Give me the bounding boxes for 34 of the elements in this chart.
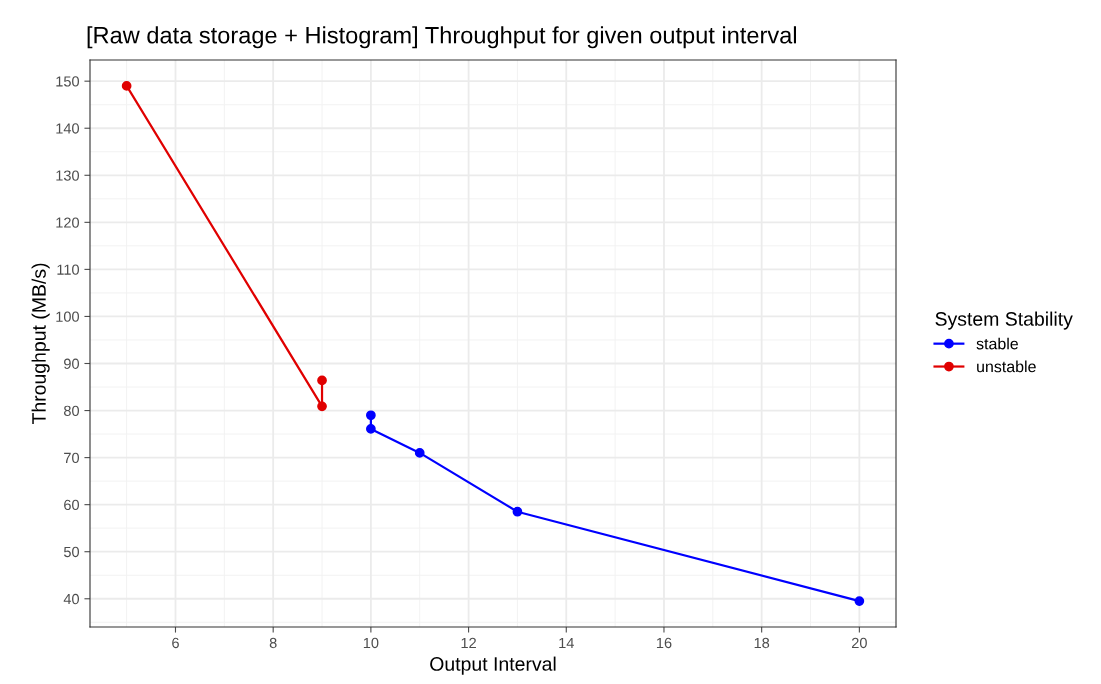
- y-tick-label: 100: [56, 311, 80, 322]
- y-tick-label: 50: [63, 546, 80, 558]
- x-tick-label: 16: [656, 637, 672, 649]
- point: [317, 375, 327, 386]
- x-tick-label: 14: [559, 637, 574, 648]
- y-axis-title: Throughput (MB/s): [31, 263, 50, 425]
- point: [121, 81, 132, 91]
- legend-title: System Stability: [935, 311, 1073, 330]
- y-tick-label: 60: [64, 499, 80, 511]
- y-tick-label: 110: [57, 264, 80, 275]
- y-tick-label: 150: [56, 76, 80, 87]
- x-tick-label: 20: [851, 637, 867, 649]
- x-tick-label: 6: [172, 637, 179, 649]
- chart-title: [Raw data storage + Histogram] Throughput for given output interval: [87, 26, 796, 49]
- y-tick-label: 40: [63, 593, 80, 605]
- x-tick-label: 18: [754, 637, 770, 649]
- y-tick-label: 70: [64, 452, 80, 464]
- y-tick-label: 90: [64, 358, 80, 369]
- legend-label: stable: [976, 337, 1018, 350]
- y-tick-label: 80: [64, 405, 80, 416]
- point: [366, 410, 376, 421]
- point: [317, 401, 327, 412]
- point: [854, 596, 865, 606]
- point: [414, 448, 425, 458]
- y-tick-label: 140: [56, 123, 80, 134]
- point: [366, 424, 376, 434]
- y-tick-label: 130: [56, 170, 80, 181]
- x-tick-label: 12: [461, 637, 476, 648]
- x-axis-title: Output Interval: [430, 656, 556, 675]
- legend-label: unstable: [977, 360, 1036, 373]
- x-tick-label: 8: [269, 637, 277, 649]
- x-tick-label: 10: [363, 637, 379, 649]
- y-tick-label: 120: [56, 217, 80, 228]
- point: [512, 506, 523, 517]
